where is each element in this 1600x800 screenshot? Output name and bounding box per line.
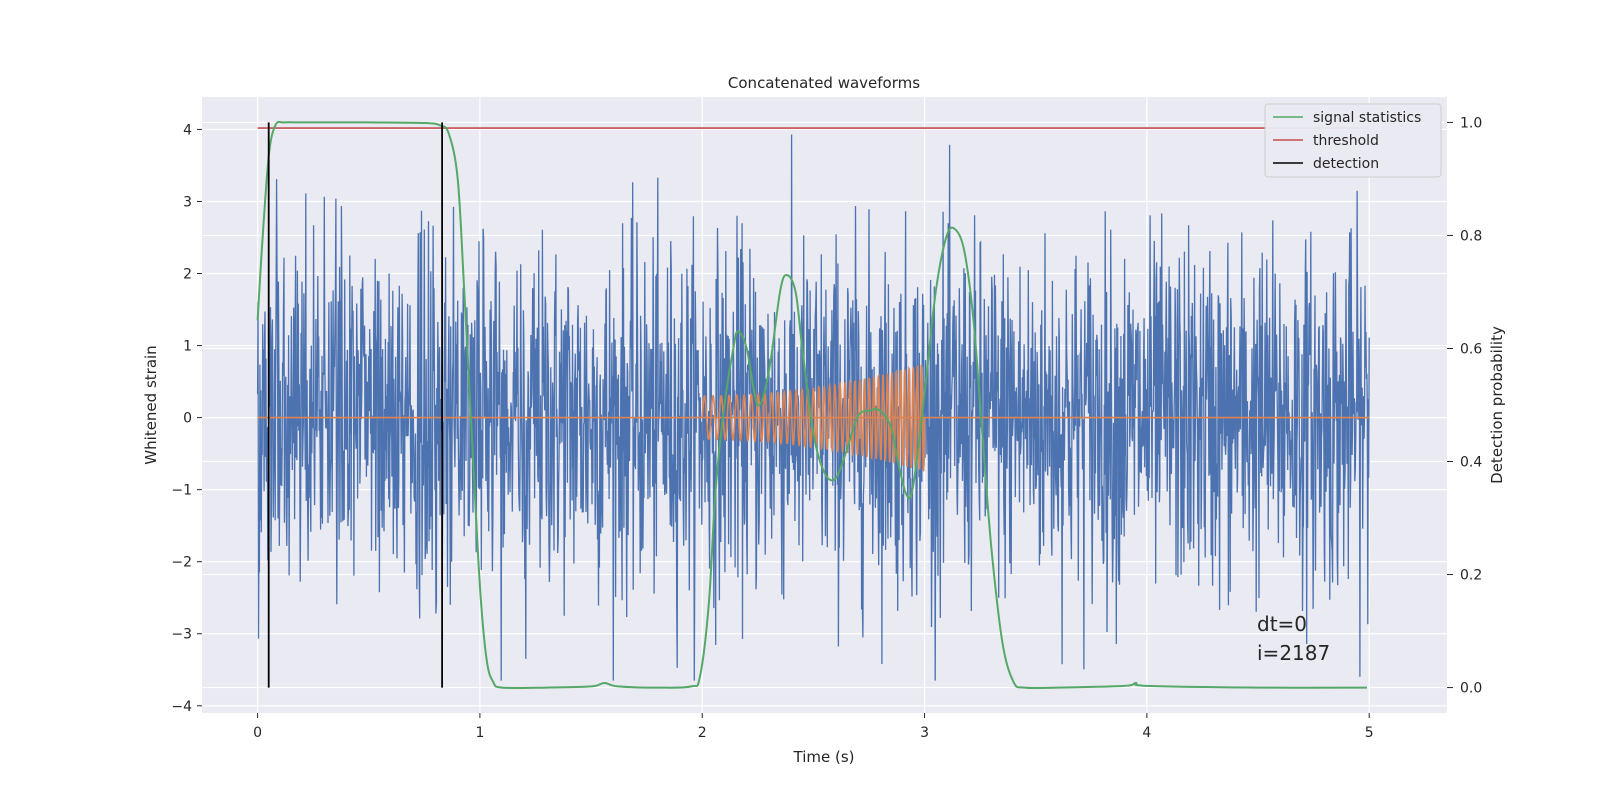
annotation-index: i=2187 — [1257, 641, 1330, 665]
y2-tick-label: 0.6 — [1460, 341, 1482, 357]
annotation-dt: dt=0 — [1257, 612, 1307, 636]
y-tick-label: 3 — [183, 194, 192, 210]
x-tick-label: 0 — [253, 725, 262, 741]
y2-tick-label: 0.8 — [1460, 228, 1482, 244]
y-tick-label: 0 — [183, 411, 192, 427]
x-tick-label: 5 — [1365, 725, 1374, 741]
axes: 0 1 2 3 4 5 −4 −3 −2 −1 0 1 2 3 4 0.0 0.2 0.4 0.6 0.8 1.0 — [171, 115, 1482, 741]
y-tick-label: 1 — [183, 339, 192, 355]
y2-axis-label: Detection probability — [1488, 326, 1506, 484]
signal-statistics-series — [256, 120, 1368, 690]
legend-box — [1264, 103, 1442, 178]
legend: signal statistics threshold detection — [1264, 103, 1442, 178]
y-tick-label: 2 — [183, 267, 192, 283]
y-tick-label: −1 — [171, 483, 192, 499]
y-tick-label: 4 — [183, 122, 192, 138]
y2-tick-label: 0.0 — [1460, 681, 1482, 697]
y-tick-label: −4 — [171, 699, 192, 715]
x-tick-label: 1 — [475, 725, 484, 741]
y2-tick-label: 0.2 — [1460, 568, 1482, 584]
legend-label-signal-statistics: signal statistics — [1313, 110, 1421, 126]
detection-series — [267, 122, 444, 688]
y-tick-label: −2 — [171, 555, 192, 571]
chart-title: Concatenated waveforms — [728, 74, 920, 92]
legend-label-detection: detection — [1313, 156, 1379, 172]
template-waveform-line — [701, 364, 926, 472]
x-axis-label: Time (s) — [793, 748, 855, 766]
signal-statistics-line — [256, 120, 1368, 690]
y-tick-label: −3 — [171, 627, 192, 643]
y2-tick-label: 0.4 — [1460, 455, 1482, 471]
x-tick-label: 2 — [698, 725, 707, 741]
legend-label-threshold: threshold — [1313, 133, 1379, 149]
y2-tick-label: 1.0 — [1460, 115, 1482, 131]
x-tick-label: 3 — [920, 725, 929, 741]
x-tick-label: 4 — [1142, 725, 1151, 741]
y-axis-label: Whitened strain — [142, 345, 160, 464]
